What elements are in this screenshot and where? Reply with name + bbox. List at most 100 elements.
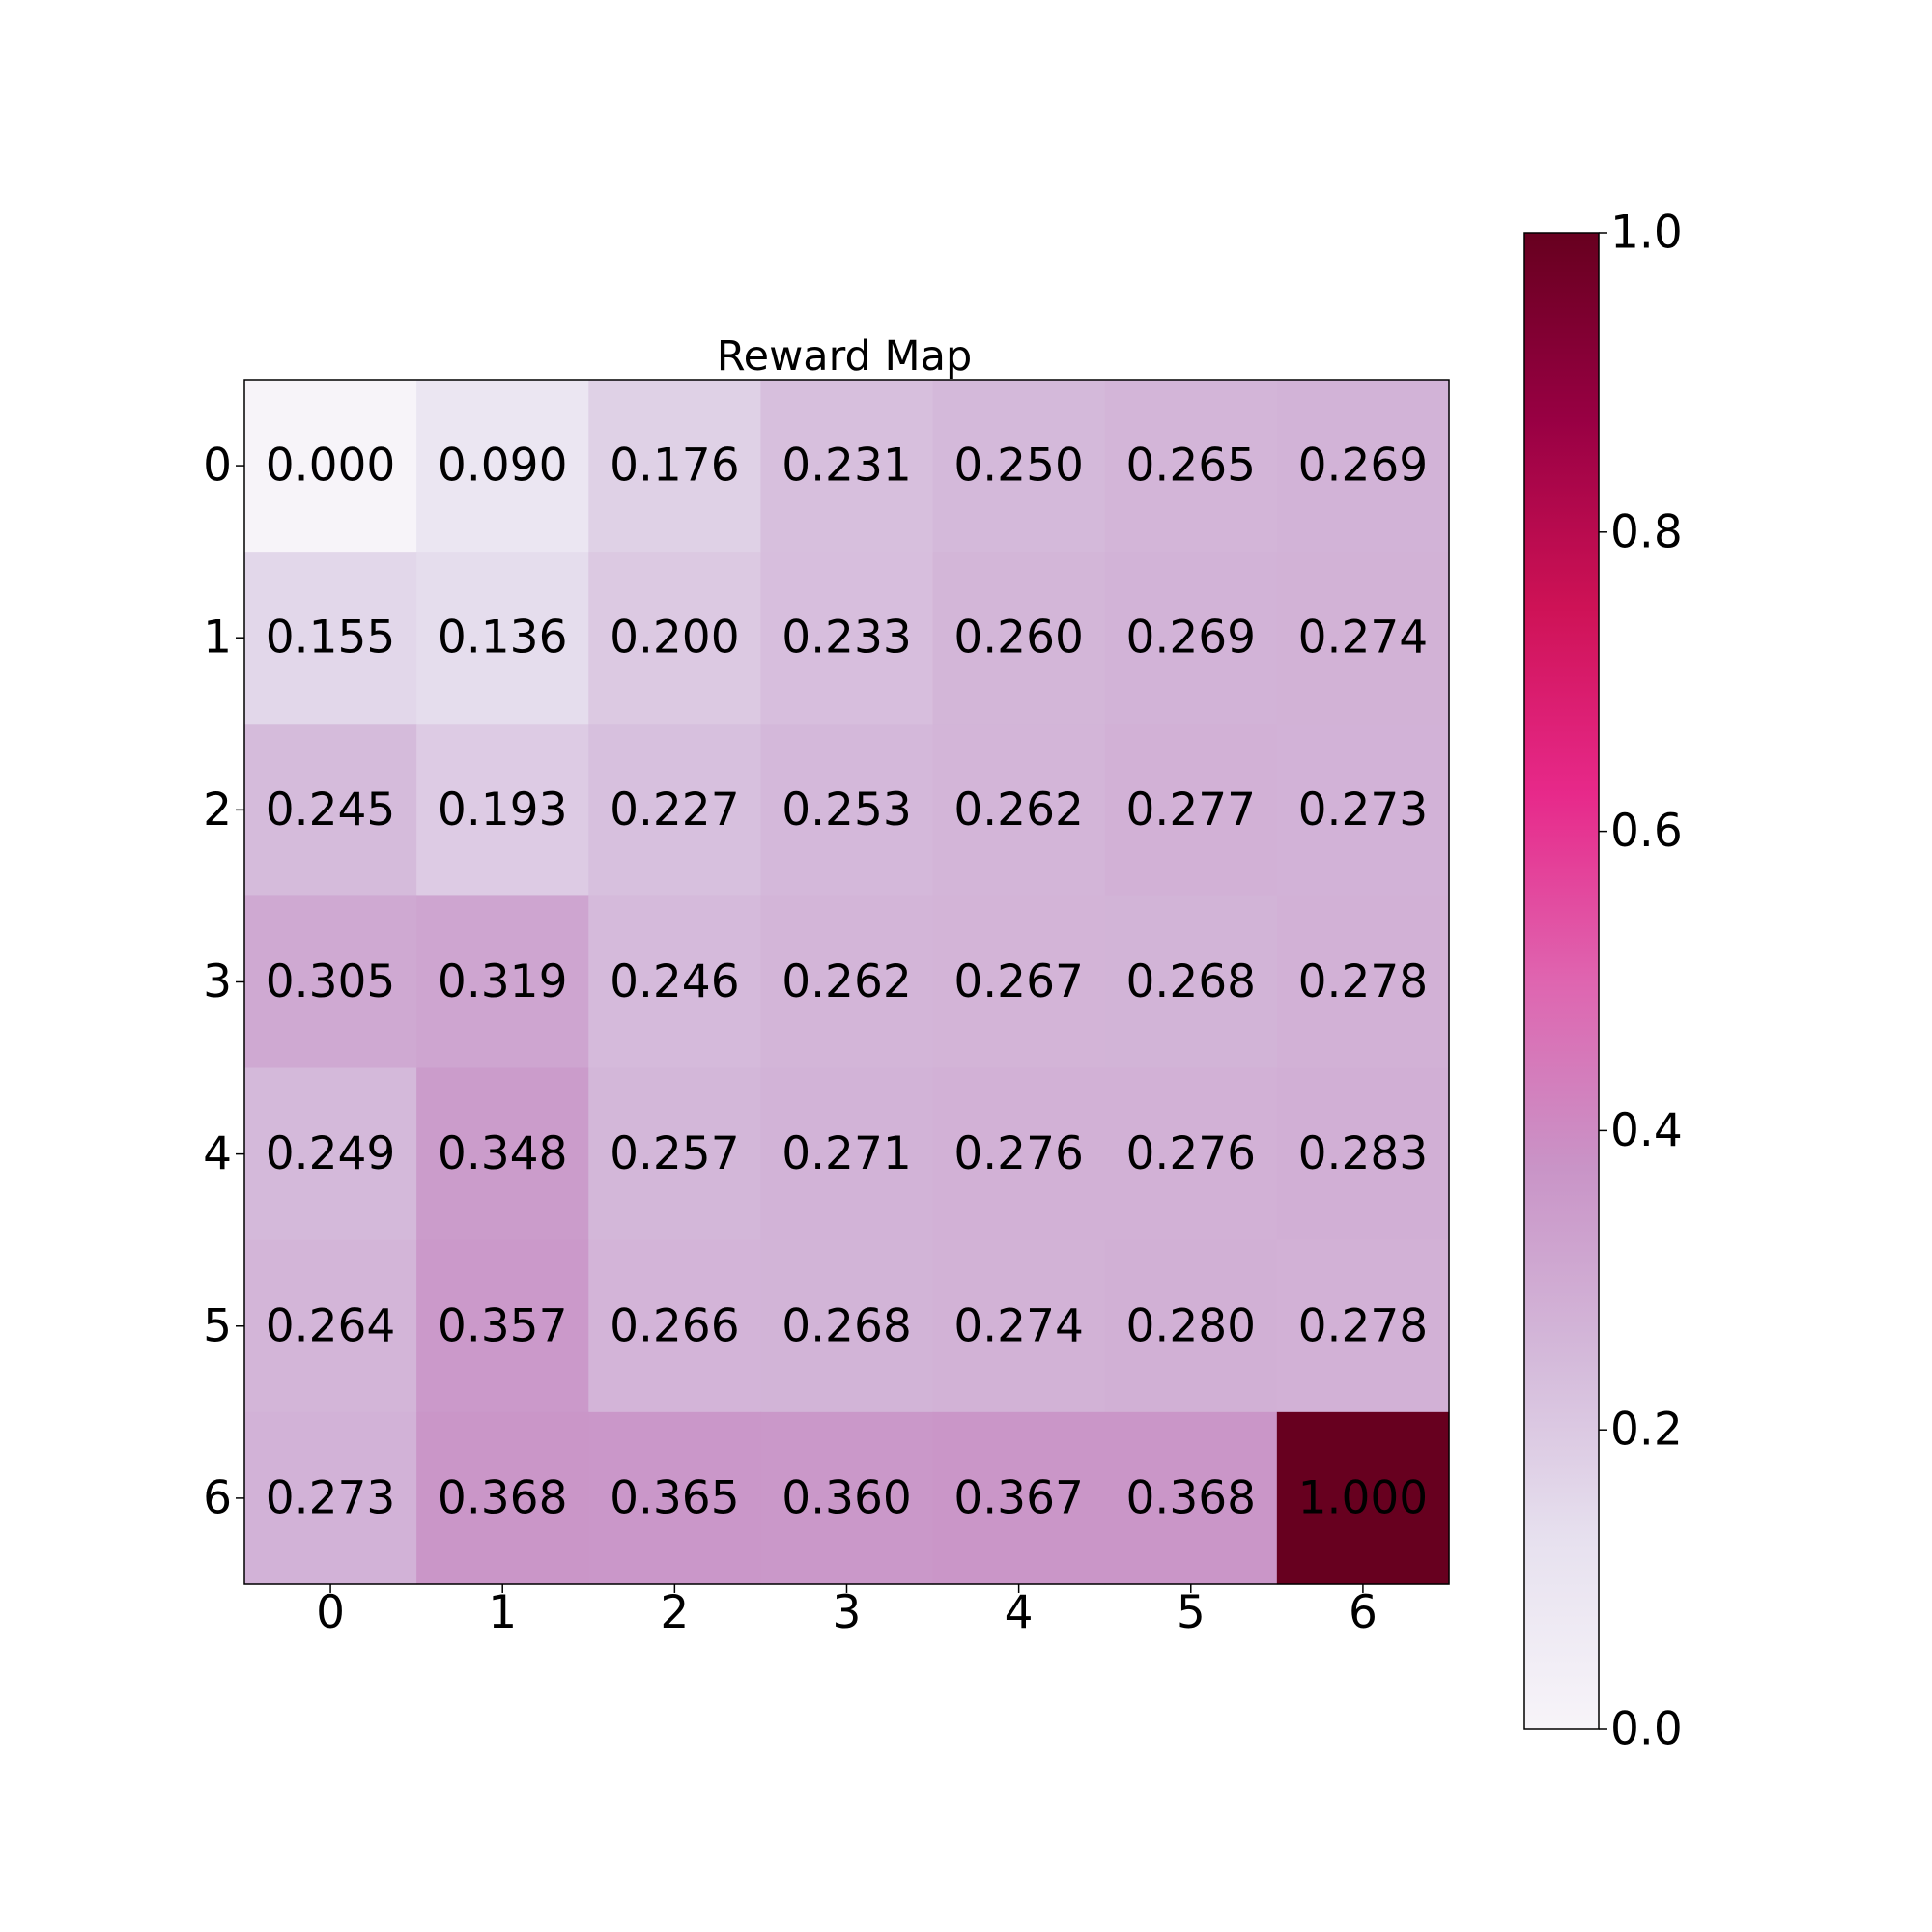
cell-label-r5-c5: 0.280 bbox=[1125, 1299, 1256, 1352]
cell-label-r6-c3: 0.360 bbox=[781, 1471, 912, 1524]
cell-label-r3-c5: 0.268 bbox=[1125, 955, 1256, 1009]
cell-label-r4-c2: 0.257 bbox=[610, 1127, 740, 1180]
heatmap-cell-r1-c1 bbox=[416, 552, 589, 724]
cell-label-r4-c4: 0.276 bbox=[953, 1127, 1084, 1180]
cell-label-r4-c6: 0.283 bbox=[1298, 1127, 1429, 1180]
heatmap-cell-r2-c3 bbox=[760, 724, 934, 897]
y-tick-label-6: 6 bbox=[203, 1471, 232, 1524]
heatmap-cell-r0-c3 bbox=[760, 380, 934, 553]
cell-label-r5-c0: 0.264 bbox=[266, 1299, 396, 1352]
heatmap-cell-r4-c2 bbox=[588, 1067, 762, 1241]
heatmap-cell-r4-c6 bbox=[1276, 1067, 1450, 1241]
cell-label-r6-c0: 0.273 bbox=[266, 1471, 396, 1524]
heatmap-cell-r5-c0 bbox=[244, 1239, 417, 1413]
x-tick-label-0: 0 bbox=[316, 1586, 345, 1639]
heatmap-cell-r2-c5 bbox=[1104, 724, 1278, 897]
cell-label-r6-c5: 0.368 bbox=[1125, 1471, 1256, 1524]
colorbar-tick-label-5: 1.0 bbox=[1610, 207, 1683, 260]
chart-title: Reward Map bbox=[717, 332, 973, 381]
cell-label-r2-c1: 0.193 bbox=[438, 783, 568, 837]
heatmap-cell-r2-c6 bbox=[1276, 724, 1450, 897]
heatmap-cell-r1-c0 bbox=[244, 552, 417, 724]
heatmap-cell-r1-c2 bbox=[588, 552, 762, 724]
colorbar-tick-label-2: 0.4 bbox=[1610, 1104, 1683, 1157]
heatmap-cell-r4-c3 bbox=[760, 1067, 934, 1241]
x-axis: 0 1 2 3 4 5 6 bbox=[316, 1583, 1378, 1639]
heatmap-cell-r5-c3 bbox=[760, 1239, 934, 1413]
heatmap-cell-r6-c0 bbox=[244, 1411, 417, 1585]
heatmap-cell-r3-c5 bbox=[1104, 895, 1278, 1069]
heatmap-cell-r5-c6 bbox=[1276, 1239, 1450, 1413]
x-tick-label-3: 3 bbox=[833, 1586, 862, 1639]
cell-label-r5-c4: 0.274 bbox=[953, 1299, 1084, 1352]
cell-label-r0-c1: 0.090 bbox=[438, 440, 568, 493]
colorbar-frame bbox=[1523, 232, 1600, 1730]
cell-label-r1-c3: 0.233 bbox=[781, 611, 912, 665]
heatmap-cell-r3-c0 bbox=[244, 895, 417, 1069]
heatmap-cell-r1-c4 bbox=[932, 552, 1106, 724]
cell-label-r2-c0: 0.245 bbox=[266, 783, 396, 837]
cell-label-r1-c0: 0.155 bbox=[266, 611, 396, 665]
cell-label-r1-c4: 0.260 bbox=[953, 611, 1084, 665]
cell-label-r1-c6: 0.274 bbox=[1298, 611, 1429, 665]
cell-label-r5-c1: 0.357 bbox=[438, 1299, 568, 1352]
cell-label-r6-c2: 0.365 bbox=[610, 1471, 740, 1524]
cell-label-r6-c4: 0.367 bbox=[953, 1471, 1084, 1524]
heatmap-cell-r6-c6 bbox=[1276, 1411, 1450, 1585]
cell-label-r4-c5: 0.276 bbox=[1125, 1127, 1256, 1180]
cell-label-r3-c4: 0.267 bbox=[953, 955, 1084, 1009]
cell-label-r4-c0: 0.249 bbox=[266, 1127, 396, 1180]
heatmap-cell-r6-c3 bbox=[760, 1411, 934, 1585]
heatmap-cell-r2-c2 bbox=[588, 724, 762, 897]
heatmap-cell-r6-c2 bbox=[588, 1411, 762, 1585]
y-tick-label-5: 5 bbox=[203, 1299, 232, 1352]
y-tick-label-2: 2 bbox=[203, 783, 232, 837]
cell-label-r5-c2: 0.266 bbox=[610, 1299, 740, 1352]
heatmap-cell-r1-c3 bbox=[760, 552, 934, 724]
heatmap-cell-r5-c1 bbox=[416, 1239, 589, 1413]
cell-label-r5-c6: 0.278 bbox=[1298, 1299, 1429, 1352]
cell-label-r0-c2: 0.176 bbox=[610, 440, 740, 493]
x-tick-label-4: 4 bbox=[1005, 1586, 1034, 1639]
cell-label-r3-c0: 0.305 bbox=[266, 955, 396, 1009]
heatmap-cell-r5-c4 bbox=[932, 1239, 1106, 1413]
heatmap-cell-r3-c2 bbox=[588, 895, 762, 1069]
x-tick-label-2: 2 bbox=[660, 1586, 689, 1639]
heatmap-cell-r0-c1 bbox=[416, 380, 589, 553]
cell-label-r5-c3: 0.268 bbox=[781, 1299, 912, 1352]
heatmap-cell-r1-c5 bbox=[1104, 552, 1278, 724]
heatmap-cell-r0-c0 bbox=[244, 380, 417, 553]
cell-label-r4-c3: 0.271 bbox=[781, 1127, 912, 1180]
cell-label-r0-c4: 0.250 bbox=[953, 440, 1084, 493]
colorbar-axis: 0.0 0.2 0.4 0.6 0.8 1.0 bbox=[1599, 207, 1683, 1756]
heatmap-cell-r5-c2 bbox=[588, 1239, 762, 1413]
heatmap-cell-r3-c4 bbox=[932, 895, 1106, 1069]
heatmap-cell-r4-c4 bbox=[932, 1067, 1106, 1241]
cell-label-r3-c2: 0.246 bbox=[610, 955, 740, 1009]
x-tick-label-6: 6 bbox=[1349, 1586, 1378, 1639]
cell-label-r0-c3: 0.231 bbox=[781, 440, 912, 493]
colorbar-tick-label-4: 0.8 bbox=[1610, 505, 1683, 558]
heatmap-cell-r2-c0 bbox=[244, 724, 417, 897]
y-tick-label-3: 3 bbox=[203, 955, 232, 1009]
heatmap-cell-r1-c6 bbox=[1276, 552, 1450, 724]
cell-label-r2-c6: 0.273 bbox=[1298, 783, 1429, 837]
cell-label-r1-c5: 0.269 bbox=[1125, 611, 1256, 665]
x-tick-label-5: 5 bbox=[1177, 1586, 1206, 1639]
heatmap-cell-r0-c4 bbox=[932, 380, 1106, 553]
x-tick-label-1: 1 bbox=[488, 1586, 517, 1639]
heatmap-cell-r0-c5 bbox=[1104, 380, 1278, 553]
heatmap-cell-r3-c3 bbox=[760, 895, 934, 1069]
heatmap-cell-r4-c0 bbox=[244, 1067, 417, 1241]
heatmap-cell-r6-c4 bbox=[932, 1411, 1106, 1585]
cell-label-r3-c6: 0.278 bbox=[1298, 955, 1429, 1009]
cell-label-r6-c6: 1.000 bbox=[1298, 1471, 1429, 1524]
heatmap-cell-r4-c1 bbox=[416, 1067, 589, 1241]
colorbar-tick-label-0: 0.0 bbox=[1610, 1703, 1683, 1756]
cell-label-r2-c5: 0.277 bbox=[1125, 783, 1256, 837]
cell-label-r0-c5: 0.265 bbox=[1125, 440, 1256, 493]
heatmap-cell-r0-c6 bbox=[1276, 380, 1450, 553]
heatmap-cell-labels: 0.000 0.090 0.176 0.231 0.250 0.265 0.269 0.155… bbox=[266, 440, 1428, 1525]
cell-label-r2-c4: 0.262 bbox=[953, 783, 1084, 837]
colorbar bbox=[1524, 233, 1599, 1729]
